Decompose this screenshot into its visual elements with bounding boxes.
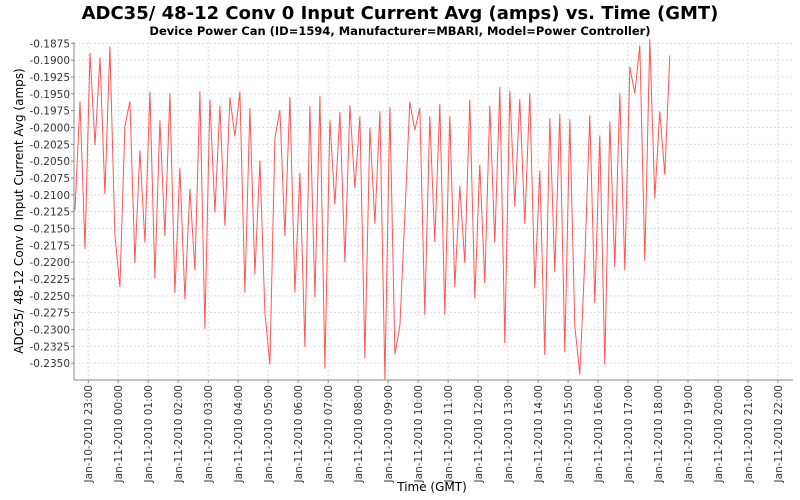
x-axis-ticks: Jan-10-2010 23:00 Jan-11-2010 00:00 Jan-11… [83, 380, 785, 483]
y-tick-label: -0.1925 [29, 72, 70, 84]
x-tick-label: Jan-11-2010 05:00 [263, 385, 275, 483]
y-tick-label: -0.2150 [29, 224, 70, 236]
y-tick-label: -0.2250 [29, 291, 70, 303]
x-tick-label: Jan-10-2010 23:00 [83, 385, 95, 483]
y-tick-label: -0.2175 [29, 240, 70, 252]
y-tick-label: -0.1975 [29, 106, 70, 118]
y-axis-ticks: -0.1875 -0.1900 -0.1925 -0.1950 -0.1975 -0.20… [29, 38, 74, 370]
y-tick-label: -0.2300 [29, 325, 70, 337]
y-tick-label: -0.2275 [29, 308, 70, 320]
x-tick-label: Jan-11-2010 22:00 [773, 385, 785, 483]
x-tick-label: Jan-11-2010 03:00 [203, 385, 215, 483]
chart-title: ADC35/ 48-12 Conv 0 Input Current Avg (a… [81, 3, 719, 24]
x-tick-label: Jan-11-2010 06:00 [293, 385, 305, 483]
x-tick-label: Jan-11-2010 21:00 [743, 385, 755, 483]
y-tick-label: -0.2225 [29, 274, 70, 286]
x-tick-label: Jan-11-2010 11:00 [443, 385, 455, 483]
y-tick-label: -0.1875 [29, 38, 70, 50]
chart-subtitle: Device Power Can (ID=1594, Manufacturer=… [149, 24, 651, 38]
x-tick-label: Jan-11-2010 17:00 [623, 385, 635, 483]
x-axis-label: Time (GMT) [396, 480, 467, 494]
y-tick-label: -0.2325 [29, 341, 70, 353]
x-tick-label: Jan-11-2010 16:00 [593, 385, 605, 483]
y-tick-label: -0.2025 [29, 139, 70, 151]
x-tick-label: Jan-11-2010 02:00 [173, 385, 185, 483]
y-axis-label: ADC35/ 48-12 Conv 0 Input Current Avg (a… [12, 68, 26, 353]
y-tick-label: -0.2350 [29, 358, 70, 370]
y-tick-label: -0.2125 [29, 207, 70, 219]
y-tick-label: -0.2100 [29, 190, 70, 202]
y-tick-label: -0.1950 [29, 89, 70, 101]
x-tick-label: Jan-11-2010 13:00 [503, 385, 515, 483]
x-tick-label: Jan-11-2010 18:00 [653, 385, 665, 483]
x-tick-label: Jan-11-2010 19:00 [683, 385, 695, 483]
x-tick-label: Jan-11-2010 00:00 [113, 385, 125, 483]
series-line [74, 39, 671, 380]
series-layer [74, 39, 671, 380]
x-tick-label: Jan-11-2010 10:00 [413, 385, 425, 483]
x-tick-label: Jan-11-2010 12:00 [473, 385, 485, 483]
x-tick-label: Jan-11-2010 07:00 [323, 385, 335, 483]
x-tick-label: Jan-11-2010 15:00 [563, 385, 575, 483]
y-tick-label: -0.2075 [29, 173, 70, 185]
y-tick-label: -0.2200 [29, 257, 70, 269]
x-tick-label: Jan-11-2010 09:00 [383, 385, 395, 483]
y-tick-label: -0.2050 [29, 156, 70, 168]
x-tick-label: Jan-11-2010 04:00 [233, 385, 245, 483]
x-tick-label: Jan-11-2010 01:00 [143, 385, 155, 483]
y-tick-label: -0.2000 [29, 123, 70, 135]
x-tick-label: Jan-11-2010 20:00 [713, 385, 725, 483]
y-tick-label: -0.1900 [29, 55, 70, 67]
x-tick-label: Jan-11-2010 14:00 [533, 385, 545, 483]
x-tick-label: Jan-11-2010 08:00 [353, 385, 365, 483]
